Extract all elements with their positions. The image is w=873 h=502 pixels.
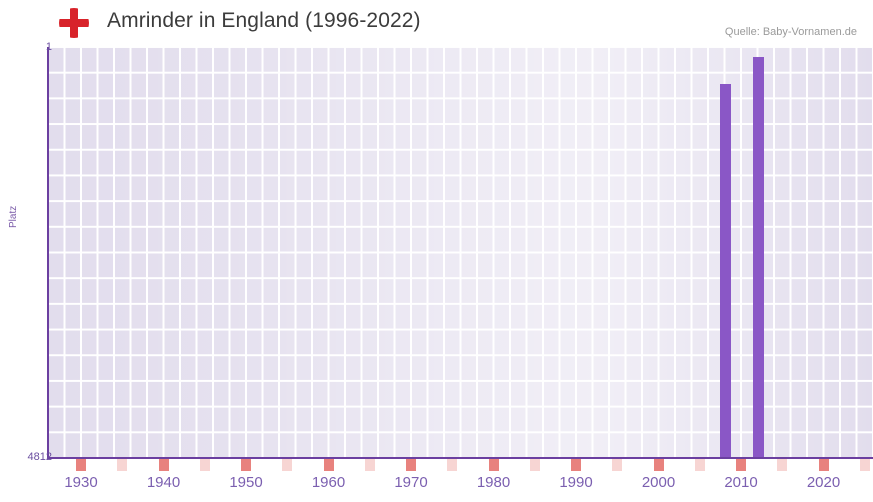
decade-marker xyxy=(488,459,499,471)
decade-marker xyxy=(199,459,210,471)
x-axis-tick-label: 1930 xyxy=(64,474,98,491)
x-axis-tick-label: 1960 xyxy=(311,474,346,491)
england-flag-icon xyxy=(59,8,89,38)
y-axis-line xyxy=(47,47,49,458)
decade-marker xyxy=(323,459,334,471)
flag-cross-vertical xyxy=(70,8,78,38)
x-axis-tick-label: 1940 xyxy=(146,474,181,491)
decade-marker xyxy=(364,459,375,471)
chart-plot-area xyxy=(48,47,873,458)
chart-header: Amrinder in England (1996-2022) Quelle: … xyxy=(0,0,873,46)
decade-marker xyxy=(818,459,829,471)
decade-marker xyxy=(76,459,86,471)
x-axis-line xyxy=(47,457,873,459)
decade-marker xyxy=(447,459,458,471)
decade-marker xyxy=(158,459,169,471)
page-title: Amrinder in England (1996-2022) xyxy=(107,9,421,32)
decade-marker xyxy=(653,459,664,471)
decade-marker xyxy=(777,459,788,471)
decade-marker xyxy=(612,459,623,471)
x-axis-tick-label: 2020 xyxy=(806,474,841,491)
x-axis-tick-label: 2000 xyxy=(641,474,676,491)
chart-gridlines xyxy=(48,47,873,458)
decade-marker xyxy=(282,459,293,471)
decade-marker xyxy=(736,459,746,471)
decade-marker xyxy=(859,459,870,471)
x-axis-tick-label: 2010 xyxy=(724,474,758,491)
source-attribution: Quelle: Baby-Vornamen.de xyxy=(724,26,857,38)
x-axis-tick-label: 1990 xyxy=(559,474,593,491)
x-axis-tick-label: 1980 xyxy=(476,474,511,491)
decade-marker xyxy=(694,459,705,471)
decade-marker xyxy=(117,459,128,471)
y-axis-title: Platz xyxy=(8,205,19,228)
chart-bar xyxy=(719,83,731,458)
chart-bar xyxy=(752,57,764,458)
decade-marker xyxy=(529,459,540,471)
y-axis-bottom-tick-label: 4812 xyxy=(27,451,52,463)
x-axis-tick-label: 1950 xyxy=(229,474,263,491)
x-axis-tick-label: 1970 xyxy=(394,474,428,491)
decade-marker xyxy=(571,459,581,471)
decade-marker xyxy=(406,459,416,471)
decade-marker xyxy=(241,459,251,471)
y-axis-top-tick-label: 1 xyxy=(45,41,52,53)
